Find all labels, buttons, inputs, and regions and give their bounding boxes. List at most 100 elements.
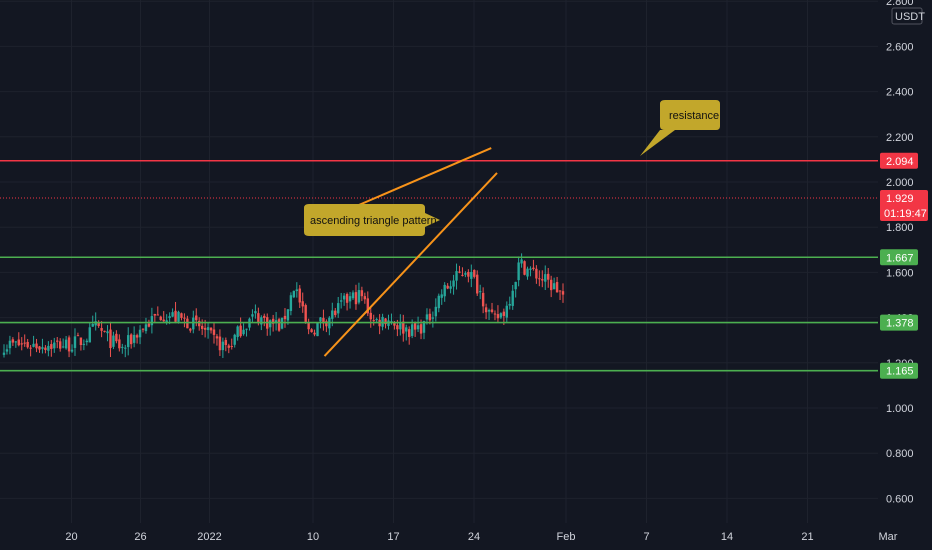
candle-body bbox=[127, 335, 130, 348]
candle-body bbox=[138, 329, 142, 338]
candle-body bbox=[150, 316, 154, 326]
candle-body bbox=[517, 262, 520, 281]
candle-body bbox=[541, 279, 544, 281]
trend-line[interactable] bbox=[323, 172, 498, 357]
candle-body bbox=[218, 336, 222, 351]
candle-body bbox=[271, 318, 275, 324]
candle-body bbox=[251, 314, 254, 317]
annotation-ascending-triangle[interactable]: ascending triangle pattern bbox=[304, 204, 440, 236]
candle-body bbox=[141, 328, 145, 330]
time-axis-bg bbox=[0, 523, 932, 550]
candle-body bbox=[325, 321, 328, 327]
price-tag-text: 1.378 bbox=[886, 318, 914, 330]
candle-body bbox=[109, 329, 112, 349]
candle-body bbox=[502, 311, 506, 316]
candle-body bbox=[464, 273, 467, 275]
time-axis[interactable]: 20 26 2022 10 17 24 Feb 7 14 21 Mar bbox=[0, 523, 932, 550]
candle-body bbox=[319, 317, 322, 322]
candle-body bbox=[97, 322, 100, 326]
candle-body bbox=[121, 346, 124, 348]
x-tick-label: 10 bbox=[307, 531, 319, 543]
candle-body bbox=[529, 268, 532, 270]
candle-body bbox=[20, 343, 23, 345]
candle-body bbox=[79, 337, 83, 345]
candle-body bbox=[508, 303, 511, 306]
candle-body bbox=[520, 259, 523, 264]
y-tick-label: 0.600 bbox=[886, 493, 914, 505]
candle-body bbox=[230, 346, 233, 348]
candle-body bbox=[402, 321, 405, 334]
candle-body bbox=[135, 335, 139, 338]
candle-body bbox=[115, 333, 118, 342]
annotation-text: resistance bbox=[669, 110, 719, 122]
countdown-text: 01:19:47 bbox=[884, 208, 927, 220]
candle-body bbox=[11, 339, 15, 343]
candle-body bbox=[53, 342, 56, 349]
candle-body bbox=[535, 268, 538, 279]
candle-body bbox=[268, 320, 272, 328]
candle-body bbox=[38, 346, 41, 350]
candle-body bbox=[156, 314, 159, 316]
candle-body bbox=[144, 324, 148, 332]
candle-body bbox=[263, 315, 266, 319]
candle-body bbox=[257, 313, 260, 324]
candle-body bbox=[289, 295, 293, 311]
candle-body bbox=[189, 328, 192, 331]
candle-body bbox=[354, 292, 358, 305]
candle-body bbox=[180, 313, 183, 318]
candle-body bbox=[298, 288, 301, 303]
candle-body bbox=[198, 320, 201, 327]
candle-body bbox=[35, 343, 38, 349]
candle-body bbox=[310, 329, 313, 333]
candle-body bbox=[242, 329, 245, 335]
candle-body bbox=[544, 274, 547, 282]
candle-body bbox=[100, 328, 103, 331]
candle-body bbox=[26, 341, 29, 348]
candle-body bbox=[44, 347, 47, 351]
candle-body bbox=[470, 272, 473, 279]
candle-body bbox=[195, 315, 198, 321]
candle-body bbox=[339, 300, 343, 302]
price-levels bbox=[0, 159, 878, 372]
candle-body bbox=[526, 268, 529, 277]
candle-body bbox=[224, 339, 228, 346]
candle-body bbox=[552, 283, 556, 290]
candle-body bbox=[286, 309, 290, 321]
candle-body bbox=[277, 319, 281, 331]
candle-body bbox=[129, 334, 133, 345]
candle-body bbox=[200, 325, 204, 329]
candle-body bbox=[56, 340, 59, 342]
price-tag-text: 1.165 bbox=[886, 366, 914, 378]
candle-body bbox=[186, 318, 189, 329]
candle-body bbox=[61, 346, 65, 348]
candle-body bbox=[260, 317, 263, 325]
candle-body bbox=[446, 285, 449, 289]
candle-body bbox=[41, 347, 44, 349]
candle-body bbox=[558, 290, 562, 292]
price-tag bbox=[880, 362, 918, 379]
candle-body bbox=[538, 278, 541, 280]
y-tick-label: 2.600 bbox=[886, 41, 914, 53]
callout-bubble bbox=[640, 100, 720, 156]
candle-body bbox=[523, 261, 526, 275]
last-price-text: 1.929 bbox=[886, 193, 914, 205]
candle-body bbox=[452, 280, 455, 287]
annotation-resistance[interactable]: resistance bbox=[640, 100, 720, 156]
candle-body bbox=[82, 343, 86, 345]
last-price-tag bbox=[880, 190, 928, 222]
candle-body bbox=[351, 292, 355, 299]
candle-body bbox=[32, 343, 35, 347]
candle-body bbox=[316, 323, 319, 337]
candle-body bbox=[203, 327, 207, 330]
candle-body bbox=[2, 352, 6, 355]
candle-body bbox=[304, 305, 307, 324]
candle-body bbox=[29, 347, 32, 349]
candle-body bbox=[254, 311, 257, 314]
candle-body bbox=[547, 273, 550, 280]
candle-body bbox=[437, 295, 440, 309]
candle-body bbox=[473, 269, 476, 277]
candle-body bbox=[408, 329, 411, 337]
candle-body bbox=[449, 286, 452, 289]
candle-body bbox=[561, 291, 565, 295]
